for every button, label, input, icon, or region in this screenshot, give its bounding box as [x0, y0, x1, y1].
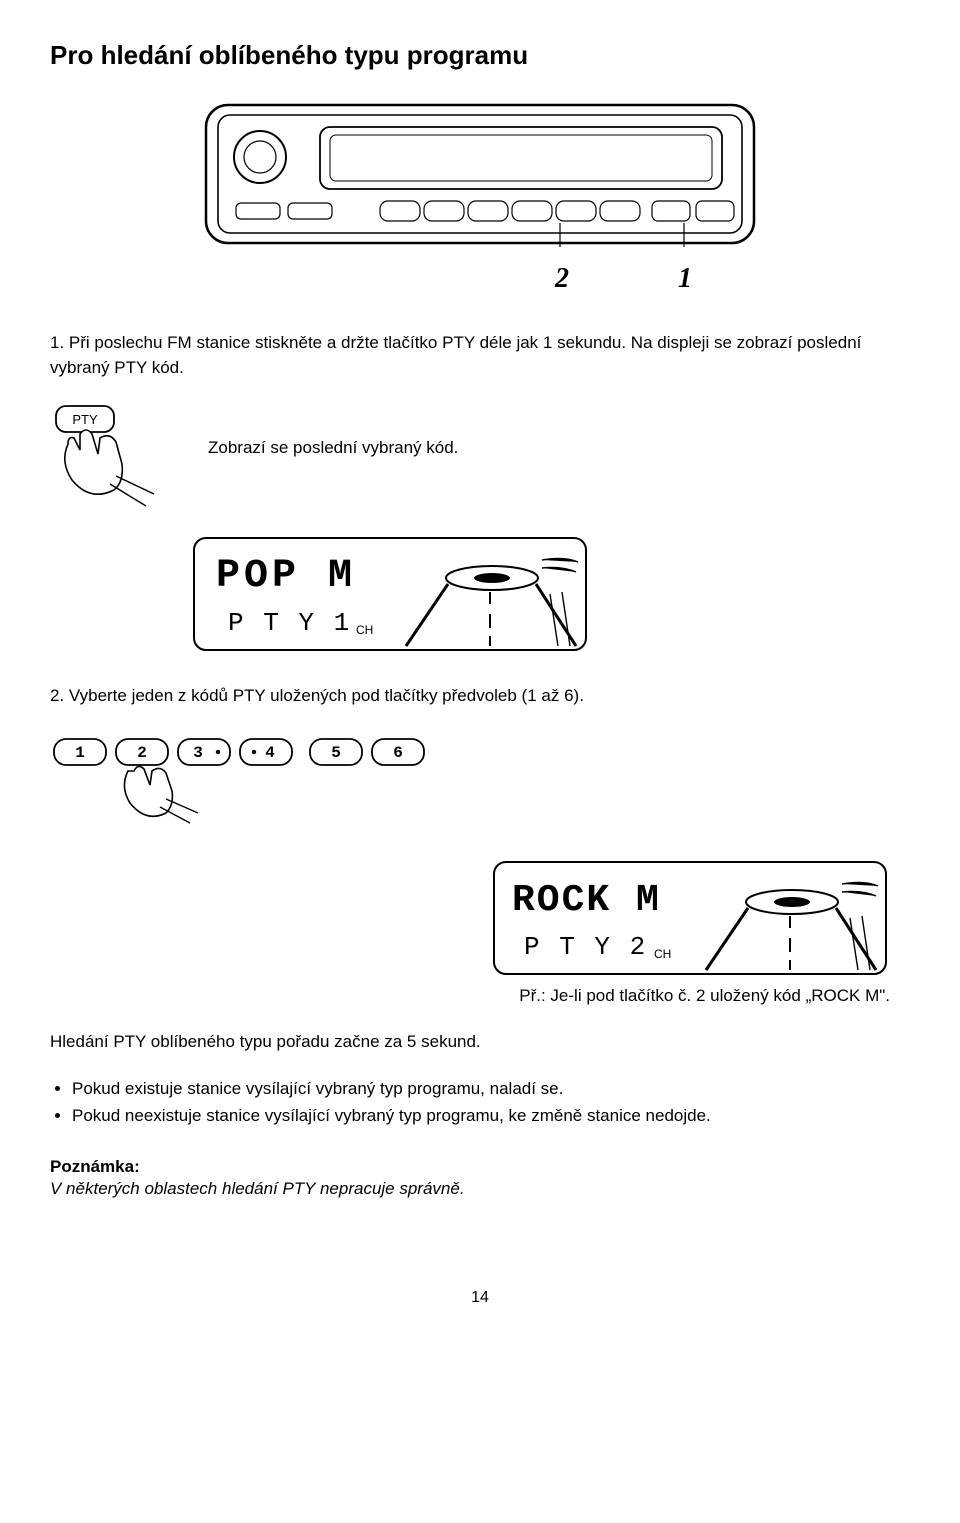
- step-2-text: 2. Vyberte jeden z kódů PTY uložených po…: [50, 684, 910, 709]
- pty-press-caption: Zobrazí se poslední vybraný kód.: [208, 402, 458, 458]
- pty-press-row: PTY Zobrazí se poslední vybraný kód.: [50, 402, 910, 512]
- pointer-label-2: 2: [555, 263, 569, 295]
- display1-small: P T Y 1: [228, 608, 351, 638]
- preset-1: 1: [54, 739, 106, 765]
- note-text: V některých oblastech hledání PTY neprac…: [50, 1179, 910, 1199]
- svg-text:3: 3: [193, 744, 203, 762]
- svg-text:5: 5: [331, 744, 341, 762]
- svg-text:1: 1: [75, 744, 85, 762]
- preset-4: 4: [240, 739, 292, 765]
- svg-text:6: 6: [393, 744, 403, 762]
- display1-big: POP M: [216, 554, 356, 599]
- result-bullets: Pokud existuje stanice vysílající vybran…: [50, 1076, 910, 1129]
- display2-small: P T Y 2: [524, 932, 647, 962]
- caption2-prefix: Př.: Je-li pod tlačítko č. 2 uložený kód: [519, 986, 805, 1005]
- display2-ch: CH: [654, 947, 671, 961]
- svg-text:4: 4: [265, 744, 275, 762]
- display1-ch: CH: [356, 623, 373, 637]
- bullet-not-found: Pokud neexistuje stanice vysílající vybr…: [72, 1103, 910, 1129]
- page-title: Pro hledání oblíbeného typu programu: [50, 40, 910, 71]
- display-pop-m: POP M P T Y 1 CH: [190, 534, 590, 654]
- pointer-label-1: 1: [678, 263, 692, 295]
- bullet-found: Pokud existuje stanice vysílající vybran…: [72, 1076, 910, 1102]
- preset-buttons-illustration: 1 2 3 4 5 6: [50, 735, 910, 830]
- note-label: Poznámka:: [50, 1157, 910, 1177]
- search-begins-text: Hledání PTY oblíbeného typu pořadu začne…: [50, 1032, 910, 1052]
- display2-caption: Př.: Je-li pod tlačítko č. 2 uložený kód…: [50, 986, 890, 1006]
- caption2-code: „ROCK M".: [806, 986, 890, 1005]
- finger-press-icon: [124, 766, 172, 816]
- radio-unit-illustration: [200, 99, 760, 249]
- pointer-labels: 2 1: [200, 257, 760, 303]
- svg-text:2: 2: [137, 744, 147, 762]
- display2-big: ROCK M: [512, 879, 661, 922]
- display-rock-m: ROCK M P T Y 2 CH: [490, 858, 890, 978]
- preset-6: 6: [372, 739, 424, 765]
- pty-key-label: PTY: [72, 412, 98, 427]
- press-pty-icon: PTY: [50, 402, 170, 512]
- step-1-text: 1. Při poslechu FM stanice stiskněte a d…: [50, 331, 910, 380]
- preset-2: 2: [116, 739, 168, 765]
- preset-3: 3: [178, 739, 230, 765]
- page-number: 14: [50, 1289, 910, 1307]
- preset-5: 5: [310, 739, 362, 765]
